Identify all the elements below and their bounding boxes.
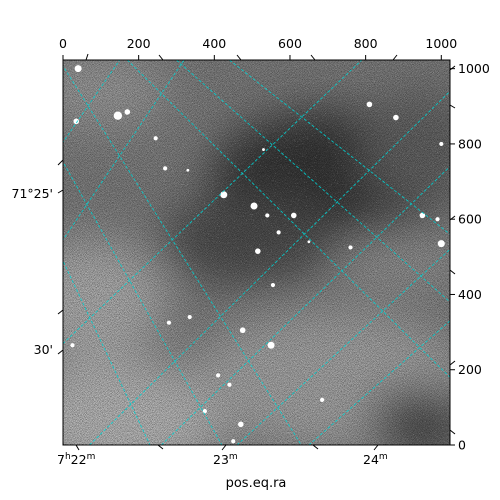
grid-line-9 xyxy=(236,248,450,445)
source-30 xyxy=(202,409,207,414)
top-tick-label-3: 600 xyxy=(278,36,302,51)
world-tick-17 xyxy=(221,444,227,451)
top-tick-label-2: 400 xyxy=(202,36,226,51)
right-tick-label-1: 200 xyxy=(458,362,482,377)
ra-tick-label-3: 24m xyxy=(363,452,388,467)
source-29 xyxy=(320,397,325,402)
dec-tick-label-1: 71°25' xyxy=(12,186,54,201)
world-tick-5 xyxy=(449,65,456,71)
grid-line-7 xyxy=(89,90,450,445)
world-axis-ticks xyxy=(57,53,456,451)
world-tick-14 xyxy=(57,349,64,355)
top-pixel-axis: 0 200 400 600 800 1000 xyxy=(59,36,457,60)
source-16 xyxy=(419,212,426,219)
world-tick-6 xyxy=(449,104,456,109)
source-2 xyxy=(124,109,131,115)
x-axis-title: pos.eq.ra xyxy=(226,476,287,491)
source-22 xyxy=(262,148,265,151)
ra-tick-label-1: 7h22m xyxy=(57,452,95,467)
world-tick-0 xyxy=(85,53,89,61)
source-8 xyxy=(250,202,258,210)
grid-line-10 xyxy=(308,320,450,445)
source-24 xyxy=(239,327,246,334)
grid-line-5 xyxy=(126,60,450,378)
world-tick-13 xyxy=(57,309,64,315)
source-14 xyxy=(307,240,311,244)
source-23 xyxy=(267,341,275,349)
grid-line-12 xyxy=(63,60,121,143)
right-tick-label-2: 400 xyxy=(458,287,482,302)
right-pixel-axis: 0 200 400 600 800 1000 xyxy=(450,61,490,453)
grid-line-1 xyxy=(176,60,450,303)
source-31 xyxy=(238,421,244,428)
world-tick-11 xyxy=(57,159,64,166)
grid-line-4 xyxy=(63,260,151,445)
world-tick-3 xyxy=(310,54,316,61)
source-27 xyxy=(70,343,75,348)
grid-line-2 xyxy=(63,161,223,445)
point-sources xyxy=(70,65,445,444)
source-5 xyxy=(186,168,190,172)
source-26 xyxy=(166,320,172,325)
world-tick-18 xyxy=(312,444,319,450)
source-15 xyxy=(348,245,353,250)
world-tick-4 xyxy=(392,54,398,61)
right-tick-label-4: 800 xyxy=(458,136,482,151)
top-tick-label-0: 0 xyxy=(59,36,67,51)
source-10 xyxy=(265,213,270,218)
source-32 xyxy=(231,439,236,444)
source-13 xyxy=(270,282,276,288)
source-33 xyxy=(216,373,221,378)
grid-line-8 xyxy=(161,166,450,445)
source-12 xyxy=(255,248,261,254)
source-9 xyxy=(290,212,297,219)
grid-line-3 xyxy=(229,60,450,235)
world-tick-19 xyxy=(373,444,379,451)
world-tick-10 xyxy=(449,429,456,435)
right-tick-label-0: 0 xyxy=(458,438,466,453)
dec-tick-label-2: 30' xyxy=(34,342,53,357)
world-tick-8 xyxy=(449,269,456,275)
top-tick-label-4: 800 xyxy=(354,36,378,51)
world-tick-2 xyxy=(236,54,242,61)
source-1 xyxy=(113,111,123,120)
source-3 xyxy=(73,118,80,125)
source-28 xyxy=(227,382,232,387)
right-tick-label-3: 600 xyxy=(458,212,482,227)
source-18 xyxy=(435,217,440,222)
source-19 xyxy=(366,101,373,108)
right-tick-label-5: 1000 xyxy=(458,61,490,76)
world-tick-16 xyxy=(157,444,164,450)
source-25 xyxy=(187,314,192,320)
world-tick-9 xyxy=(449,360,456,366)
grid-line-0 xyxy=(63,65,302,445)
top-tick-label-1: 200 xyxy=(127,36,151,51)
source-0 xyxy=(74,65,82,73)
ra-tick-label-2: 23m xyxy=(213,452,238,467)
source-21 xyxy=(439,141,444,147)
coordinate-grid xyxy=(63,60,450,445)
source-6 xyxy=(163,166,168,171)
world-tick-7 xyxy=(449,215,456,221)
image-panel xyxy=(63,60,450,445)
world-tick-12 xyxy=(57,189,64,194)
source-11 xyxy=(276,230,281,235)
image-frame xyxy=(62,59,451,446)
source-7 xyxy=(220,191,228,199)
world-tick-1 xyxy=(158,54,164,61)
grid-line-11 xyxy=(63,60,185,241)
source-20 xyxy=(393,114,399,121)
source-17 xyxy=(437,240,445,248)
top-tick-label-5: 1000 xyxy=(425,36,457,51)
source-4 xyxy=(153,136,158,141)
grid-line-6 xyxy=(63,60,363,345)
world-tick-15 xyxy=(75,444,80,451)
